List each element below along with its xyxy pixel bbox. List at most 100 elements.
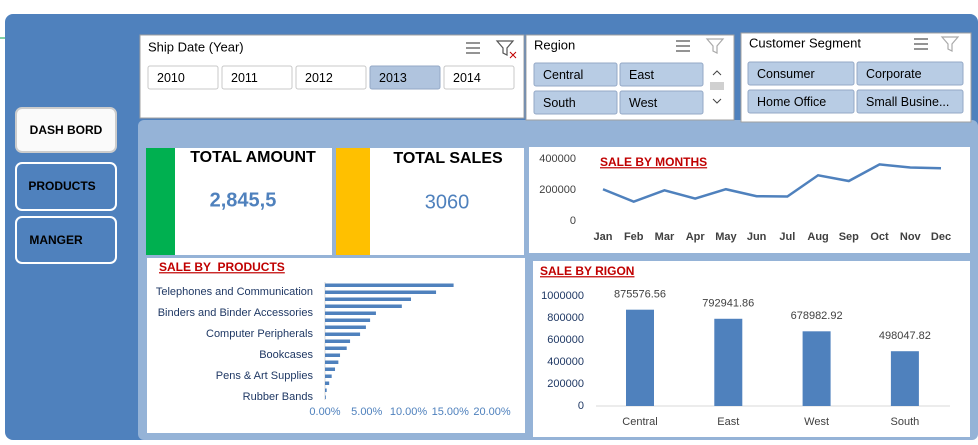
x-tick-label: May xyxy=(715,231,737,243)
slicer-item-label[interactable]: 2013 xyxy=(379,71,407,85)
y-tick-label: Bookcases xyxy=(259,349,313,361)
slicer-item-label[interactable]: 2014 xyxy=(453,71,481,85)
slicer-item[interactable] xyxy=(619,62,704,87)
y-tick-label: Computer Peripherals xyxy=(206,328,313,340)
bar xyxy=(802,331,831,406)
slicer-item-label[interactable]: 2011 xyxy=(231,71,258,85)
nav-button[interactable] xyxy=(15,162,117,211)
slicer-item-label[interactable]: 2010 xyxy=(157,71,185,85)
x-tick-label: Apr xyxy=(686,231,706,243)
scrollbar xyxy=(710,70,724,104)
slicer-item-label[interactable]: Home Office xyxy=(757,95,826,109)
x-tick-label: 20.00% xyxy=(473,406,511,418)
slicer-item[interactable] xyxy=(747,89,855,114)
x-tick-label: 0.00% xyxy=(309,406,340,418)
kpi-title: TOTAL SALES xyxy=(393,150,503,167)
x-tick-label: Jun xyxy=(747,231,767,243)
y-tick-label: Binders and Binder Accessories xyxy=(158,307,314,319)
chart-frame xyxy=(147,258,525,433)
nav-label[interactable]: PRODUCTS xyxy=(28,179,95,193)
x-tick-label: Dec xyxy=(931,231,951,243)
x-tick-label: Jul xyxy=(779,231,795,243)
kpi-value: 3060 xyxy=(425,191,470,213)
y-tick-label: 0 xyxy=(570,215,576,227)
data-label: 678982.92 xyxy=(791,310,843,322)
y-tick-label: 800000 xyxy=(547,312,584,324)
line xyxy=(602,163,942,203)
slicer-item-label[interactable]: East xyxy=(629,68,655,82)
slicer-item[interactable] xyxy=(747,61,855,86)
slicer-item-label[interactable]: 2012 xyxy=(305,71,333,85)
kpi-accent xyxy=(336,148,370,255)
bar xyxy=(325,283,454,287)
bar xyxy=(626,309,654,406)
slicer-item[interactable] xyxy=(443,65,515,90)
slicer-item[interactable] xyxy=(295,65,367,90)
bar xyxy=(325,346,347,350)
clear-icon xyxy=(509,51,517,59)
slicer-item[interactable] xyxy=(619,90,704,115)
x-tick-label: Nov xyxy=(900,231,922,243)
x-tick-label: 15.00% xyxy=(432,406,470,418)
x-tick-label: Feb xyxy=(624,231,644,243)
bar xyxy=(325,339,351,343)
bar xyxy=(325,290,437,294)
bar xyxy=(325,367,336,371)
bar xyxy=(325,311,376,315)
chart-title: SALE BY MONTHS xyxy=(600,155,707,169)
slicer-item[interactable] xyxy=(147,65,219,90)
bar xyxy=(325,332,361,336)
slicer-title: Ship Date (Year) xyxy=(148,39,244,54)
y-tick-label: Rubber Bands xyxy=(243,391,314,403)
kpi-card xyxy=(146,148,332,255)
x-tick-label: Mar xyxy=(655,231,675,243)
x-tick-label: 10.00% xyxy=(390,406,428,418)
slicer-item-label[interactable]: Corporate xyxy=(866,67,922,81)
slicer-item-label[interactable]: West xyxy=(629,96,658,110)
chart-title: SALE BY RIGON xyxy=(540,264,634,278)
x-tick-label: Jan xyxy=(594,231,613,243)
y-tick-label: 200000 xyxy=(547,378,584,390)
x-tick-label: 5.00% xyxy=(351,406,382,418)
y-tick-label: Pens & Art Supplies xyxy=(216,370,314,382)
bar xyxy=(890,351,919,406)
bar xyxy=(325,304,402,308)
y-tick-label: 400000 xyxy=(547,356,584,368)
slicer-item[interactable] xyxy=(533,62,618,87)
x-tick-label: Central xyxy=(622,416,657,428)
kpi-value: 2,845,5 xyxy=(210,189,277,211)
slicer-item-label[interactable]: South xyxy=(543,96,576,110)
nav-label[interactable]: MANGER xyxy=(29,233,83,247)
x-tick-label: West xyxy=(804,416,829,428)
x-tick-label: Oct xyxy=(870,231,889,243)
nav-button[interactable] xyxy=(15,216,117,264)
slicer-item[interactable] xyxy=(856,89,964,114)
bar xyxy=(325,318,371,322)
bar xyxy=(325,381,330,385)
bar xyxy=(325,374,332,378)
slicer-item-label[interactable]: Central xyxy=(543,68,583,82)
slicer-item-label[interactable]: Consumer xyxy=(757,67,815,81)
bar xyxy=(325,353,341,357)
slicer-item[interactable] xyxy=(221,65,293,90)
x-tick-label: Aug xyxy=(807,231,828,243)
slicer-item[interactable] xyxy=(533,90,618,115)
slicer-item[interactable] xyxy=(369,65,441,90)
chart-title: SALE BY PRODUCTS xyxy=(159,260,285,274)
y-tick-label: 400000 xyxy=(539,153,576,165)
y-tick-label: 1000000 xyxy=(541,290,584,302)
data-label: 875576.56 xyxy=(614,289,666,301)
bar xyxy=(325,297,412,301)
kpi-accent xyxy=(146,148,175,255)
slicer-title: Customer Segment xyxy=(749,35,861,50)
slicer-item-label[interactable]: Small Busine... xyxy=(866,95,949,109)
slicer-item[interactable] xyxy=(856,61,964,86)
x-tick-label: Sep xyxy=(839,231,859,243)
nav-label[interactable]: DASH BORD xyxy=(30,123,103,137)
y-tick-label: 200000 xyxy=(539,184,576,196)
nav-button[interactable] xyxy=(15,107,117,153)
bar xyxy=(325,388,327,392)
slicer-icons xyxy=(466,36,960,56)
x-tick-label: South xyxy=(891,416,920,428)
